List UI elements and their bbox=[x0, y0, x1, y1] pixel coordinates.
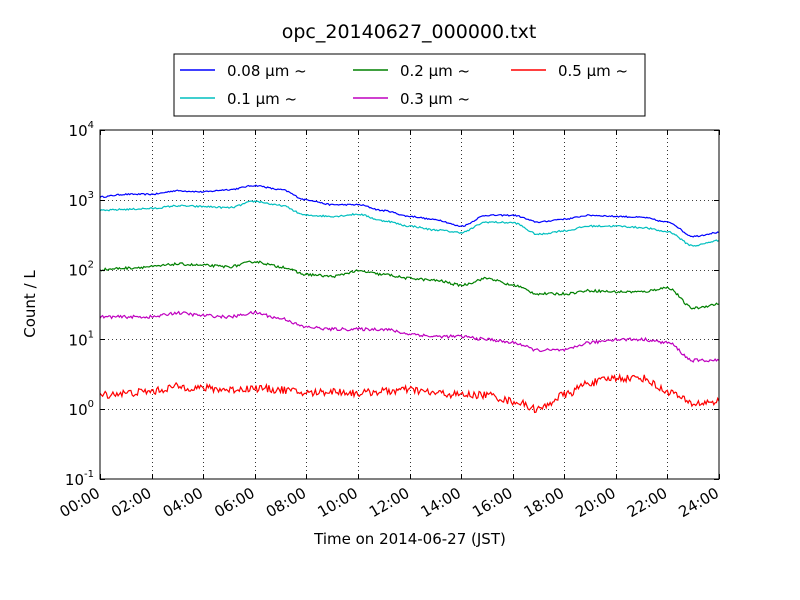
y-tick-base: 10 bbox=[65, 471, 84, 489]
y-tick-exponent: 0 bbox=[88, 399, 94, 410]
legend-label: 0.1 μm ~ bbox=[227, 90, 297, 108]
y-tick-label: 10-1 bbox=[65, 469, 94, 489]
y-tick-exponent: 2 bbox=[88, 260, 94, 271]
y-tick-base: 10 bbox=[69, 262, 88, 280]
legend-label: 0.3 μm ~ bbox=[400, 90, 470, 108]
y-tick-label: 100 bbox=[69, 399, 94, 419]
x-axis-label: Time on 2014-06-27 (JST) bbox=[313, 530, 506, 548]
legend-label: 0.08 μm ~ bbox=[227, 62, 307, 80]
y-tick-label: 102 bbox=[69, 260, 94, 280]
y-tick-base: 10 bbox=[69, 401, 88, 419]
chart-title: opc_20140627_000000.txt bbox=[282, 21, 537, 43]
legend-box bbox=[173, 53, 646, 117]
y-tick-label: 103 bbox=[69, 190, 94, 210]
legend-label: 0.5 μm ~ bbox=[558, 62, 628, 80]
y-tick-exponent: 1 bbox=[88, 329, 94, 340]
y-tick-exponent: 3 bbox=[88, 190, 94, 201]
y-axis-label: Count / L bbox=[21, 270, 39, 338]
y-tick-label: 101 bbox=[69, 329, 94, 349]
y-tick-exponent: -1 bbox=[84, 469, 94, 480]
legend: 0.08 μm ~ 0.1 μm ~ 0.2 μm ~ 0.3 μm ~ 0.5 μm … bbox=[173, 53, 646, 117]
series-group bbox=[99, 184, 720, 414]
series-line bbox=[99, 260, 720, 310]
y-tick-exponent: 4 bbox=[88, 120, 94, 131]
y-tick-base: 10 bbox=[69, 192, 88, 210]
series-line bbox=[99, 200, 720, 247]
series-line bbox=[99, 184, 720, 238]
legend-label: 0.2 μm ~ bbox=[400, 62, 470, 80]
y-tick-label: 104 bbox=[69, 120, 94, 140]
y-tick-base: 10 bbox=[69, 122, 88, 140]
series-line bbox=[99, 372, 720, 414]
series-line bbox=[99, 310, 720, 363]
y-tick-base: 10 bbox=[69, 331, 88, 349]
plot-area-frame bbox=[99, 129, 720, 480]
